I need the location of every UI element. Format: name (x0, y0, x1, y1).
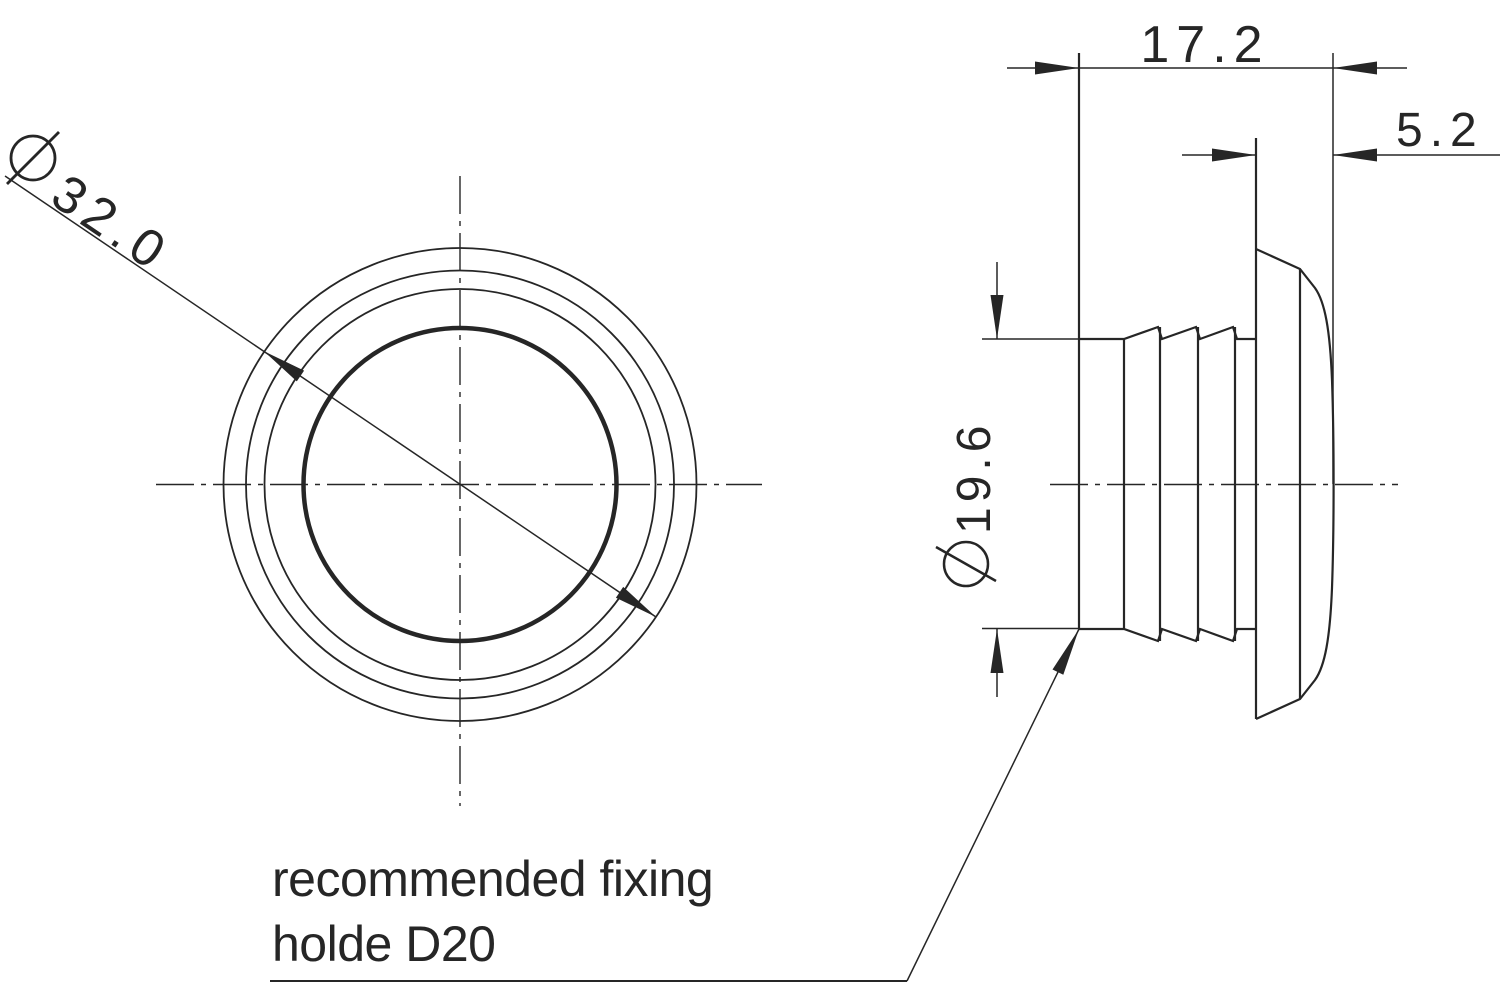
dimension-body-diameter: 19.6 (935, 262, 1079, 697)
dim-19-6-bottom-arrow-icon (990, 629, 1004, 673)
front-diameter-arrow-upper-icon (264, 351, 305, 382)
note-line-2: holde D20 (272, 916, 495, 972)
dim-17-2-right-arrow-icon (1333, 61, 1377, 75)
fixing-note: recommended fixing holde D20 (270, 628, 1080, 982)
front-diameter-label: 32.0 (6, 131, 181, 284)
note-leader-arrow-icon (1052, 629, 1079, 675)
dimension-overall-depth: 17.2 (1007, 16, 1407, 484)
diameter-icon (6, 131, 60, 185)
front-diameter-dimension-line (4, 175, 657, 618)
diameter-icon (935, 540, 997, 588)
side-bottom-rib-profile (1079, 627, 1256, 643)
front-outer-flange-circle (222, 247, 698, 722)
dim-5-2-right-arrow-icon (1333, 148, 1377, 162)
dim-19-6-top-arrow-icon (990, 295, 1004, 339)
dimension-lens-depth: 5.2 (1182, 104, 1500, 162)
front-inner-rim-circle (263, 288, 657, 681)
dim-17-2-left-arrow-icon (1035, 61, 1079, 75)
front-lens-circle (301, 325, 619, 644)
side-top-rib-profile (1079, 325, 1256, 341)
side-view (1050, 53, 1398, 721)
dim-17-2-value: 17.2 (1140, 16, 1269, 74)
dim-19-6-value: 19.6 (948, 421, 1001, 534)
dim-5-2-value: 5.2 (1396, 104, 1484, 157)
note-line-1: recommended fixing (272, 851, 713, 907)
side-diameter-label: 19.6 (935, 421, 1001, 588)
front-diameter-arrow-lower-icon (615, 586, 656, 617)
front-diameter-value: 32.0 (41, 164, 181, 284)
dim-5-2-left-arrow-icon (1212, 148, 1256, 162)
front-middle-circle (245, 269, 675, 700)
front-view: 32.0 (4, 131, 762, 806)
note-leader-line (906, 628, 1080, 982)
